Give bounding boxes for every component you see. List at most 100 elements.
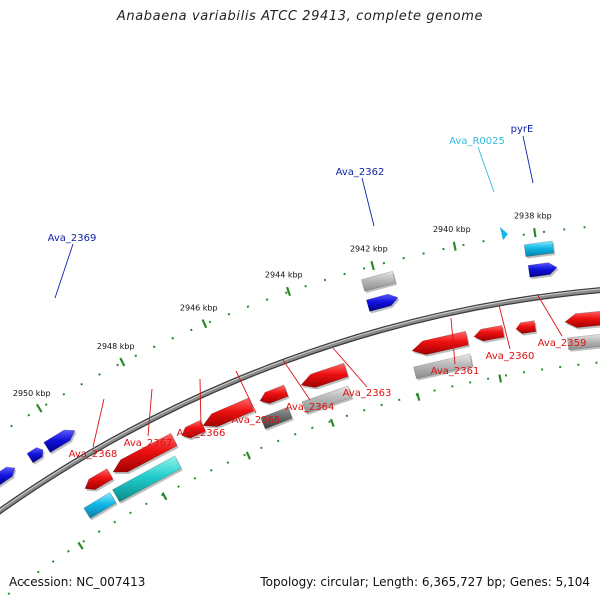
tick-dot — [67, 549, 70, 553]
outer-tick-ring — [10, 226, 586, 428]
tick-dot — [343, 272, 346, 276]
gene-Ava_2365 — [202, 397, 255, 427]
tick-dot — [328, 420, 331, 423]
gene-forward-2 — [26, 447, 44, 464]
feature-Ava_2368 — [83, 491, 117, 519]
tick-dot — [189, 328, 193, 332]
tick-dot — [304, 284, 307, 288]
topology-text: Topology: circular; Length: 6,365,727 bp… — [260, 575, 590, 589]
gene-label: pyrE — [511, 124, 534, 135]
gene-Ava_2360 — [473, 324, 505, 342]
tick-dot — [177, 485, 180, 488]
gene-label: Ava_2364 — [286, 402, 335, 413]
tick-label: 2942 kbp — [350, 245, 388, 254]
tick-dot — [323, 278, 327, 282]
gene-label: Ava_R0025 — [449, 136, 505, 147]
gene-Ava_2362 — [365, 293, 399, 312]
tick-dot — [7, 592, 11, 596]
tick-label: 2950 kbp — [13, 389, 51, 398]
major-tick-inner — [245, 451, 252, 460]
gene-label: Ava_2359 — [538, 338, 587, 349]
gene-Ava_2368 — [84, 468, 114, 490]
page-title: Anabaena variabilis ATCC 29413, complete… — [116, 9, 484, 24]
gene-label: Ava_2368 — [69, 449, 118, 460]
tick-dot — [171, 336, 174, 340]
feature-Ava_2364 — [260, 406, 293, 430]
tick-dot — [208, 320, 212, 324]
tick-dot — [246, 305, 250, 309]
leader-line — [54, 243, 74, 299]
gene-Ava_R0025 — [500, 227, 508, 240]
major-tick — [35, 403, 43, 413]
tick-dot — [260, 446, 263, 450]
tick-dot — [10, 424, 13, 428]
major-tick-inner — [498, 374, 502, 383]
leader-line — [477, 146, 495, 193]
tick-dot — [345, 414, 349, 418]
feature-Ava_2359 — [566, 334, 600, 351]
major-tick-inner — [161, 492, 168, 501]
tick-dot — [398, 398, 401, 402]
leader-line — [147, 388, 153, 437]
gene-pyrE — [527, 262, 558, 278]
inner-tick-ring — [7, 361, 598, 596]
major-tick — [201, 319, 208, 329]
gene-Ava_2366 — [181, 419, 206, 439]
major-tick-inner — [77, 541, 84, 550]
tick-dot — [129, 511, 132, 515]
leader-line — [332, 347, 368, 388]
gene-Ava_2364 — [259, 384, 289, 404]
gene-Ava_2358 — [564, 310, 600, 328]
major-tick-inner — [329, 418, 335, 427]
tick-dot — [27, 413, 31, 417]
gene-label: Ava_2367 — [124, 438, 173, 449]
gene-label: Ava_2363 — [343, 388, 392, 399]
gene-Ava_2361 — [411, 330, 469, 355]
tick-label: 2938 kbp — [514, 211, 552, 220]
tick-dot — [243, 453, 246, 457]
tick-dot — [382, 261, 386, 265]
tick-dot — [276, 439, 280, 443]
backbone — [0, 288, 600, 514]
tick-dot — [44, 403, 48, 406]
gene-label: Ava_2366 — [177, 428, 226, 439]
tick-dot — [134, 354, 138, 358]
major-tick — [533, 228, 537, 238]
feature-pyrE — [523, 240, 555, 257]
tick-dot — [285, 291, 288, 295]
tick-dot — [51, 560, 55, 563]
accession-text: Accession: NC_007413 — [9, 575, 146, 589]
tick-dot — [209, 468, 213, 472]
gene-Ava_2359a — [515, 320, 537, 334]
tick-label: 2948 kbp — [97, 342, 135, 351]
tick-label: 2946 kbp — [180, 303, 218, 312]
tick-dot — [265, 298, 269, 301]
tick-dot — [227, 312, 231, 316]
tick-dot — [62, 392, 66, 396]
feature-Ava_2367 — [112, 455, 182, 503]
tick-dot — [80, 382, 83, 386]
tick-dot — [145, 502, 148, 506]
major-tick — [370, 260, 375, 271]
tick-dot — [97, 530, 101, 533]
gene-label: Ava_2369 — [48, 233, 97, 244]
leader-line — [522, 135, 534, 184]
gene-label: Ava_2362 — [336, 167, 385, 178]
leader-line — [498, 304, 511, 350]
tick-dot — [82, 539, 86, 543]
tick-dot — [152, 345, 156, 349]
gene-label: Ava_2361 — [431, 366, 480, 377]
tick-dot — [161, 493, 164, 497]
feature-Ava_2361 — [413, 353, 473, 379]
tick-label: 2944 kbp — [265, 271, 303, 280]
leader-line — [235, 370, 257, 414]
gene-label: Ava_2360 — [486, 351, 535, 362]
leader-line — [361, 177, 375, 227]
major-tick — [452, 241, 457, 251]
tick-label: 2940 kbp — [433, 225, 471, 234]
tick-dot — [116, 363, 119, 367]
major-tick — [286, 286, 292, 297]
gene-label: Ava_2365 — [232, 415, 281, 426]
